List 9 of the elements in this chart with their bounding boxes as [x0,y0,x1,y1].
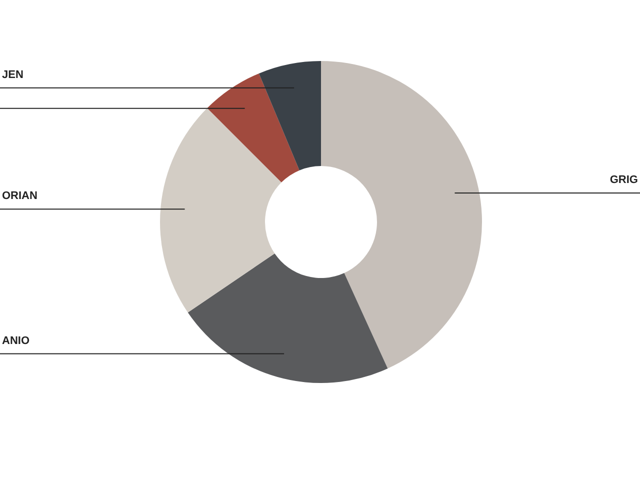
slice-label: ANIO [2,334,30,347]
slice-label: ORIAN [2,190,38,202]
slice-label: GRIG [610,174,638,186]
donut-slice [160,108,282,312]
donut-slice [258,61,321,170]
donut-slice [321,61,482,369]
donut-slice [188,253,388,383]
donut-slice [207,73,300,182]
slice-label: JEN [2,68,24,81]
